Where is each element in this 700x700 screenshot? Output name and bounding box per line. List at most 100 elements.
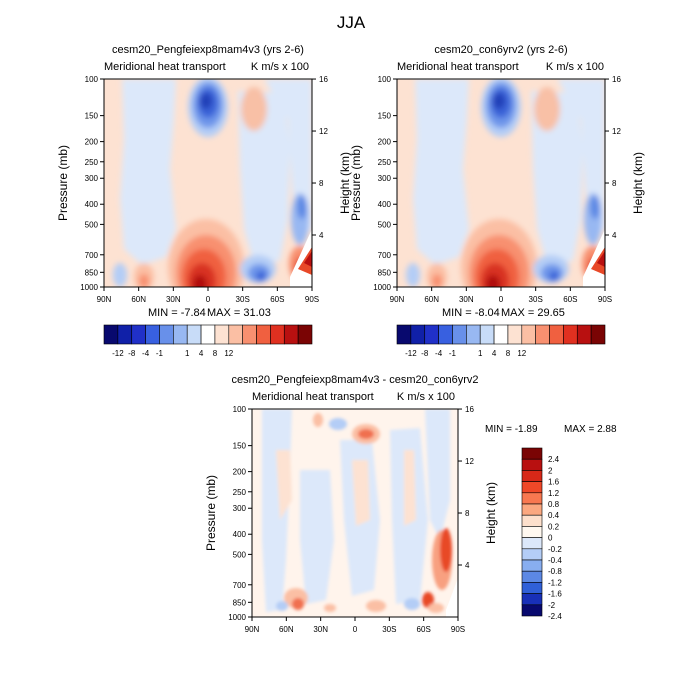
colorbar-swatch: [159, 324, 174, 345]
min-label: MIN = -8.04: [442, 307, 500, 319]
x-ticks: 90N 60N 30N 0 30S 60S 90S: [390, 287, 612, 304]
y-ticks: 100 150 200 250 300 400 500 700 850 1000: [80, 75, 104, 292]
y-tick-label: 300: [85, 174, 99, 183]
colorbar-swatch: [507, 324, 523, 345]
y-tick-label: 300: [378, 174, 392, 183]
panel-left-label: Meridional heat transport: [397, 61, 519, 73]
y-tick-label: 700: [85, 251, 99, 260]
y-tick-label: 250: [85, 158, 99, 167]
colorbar-label: -8: [421, 349, 429, 358]
colorbar-swatch: [521, 593, 543, 606]
colorbar-swatch: [521, 604, 543, 617]
colorbar-label: -4: [435, 349, 443, 358]
y-tick-label: 1000: [228, 613, 246, 622]
x-tick-label: 60S: [563, 295, 577, 304]
colorbar-label: 0: [548, 534, 553, 543]
colorbar-swatch: [521, 582, 543, 594]
colorbar-swatch: [521, 458, 543, 471]
colorbar-swatch: [535, 324, 550, 345]
colorbar-label: -4: [142, 349, 150, 358]
right-tick-label: 12: [465, 457, 474, 466]
colorbar-label: -1: [449, 349, 457, 358]
y-axis-label-right: Height (km): [484, 482, 498, 544]
x-tick-label: 0: [499, 295, 504, 304]
y-tick-label: 400: [85, 200, 99, 209]
colorbar-label: 0.4: [548, 511, 560, 520]
colorbar-label: 0.8: [548, 500, 560, 509]
colorbar-swatch: [131, 324, 146, 345]
y-tick-label: 100: [378, 75, 392, 84]
y-tick-label: 850: [233, 598, 247, 607]
colorbar-label: 4: [492, 349, 497, 358]
colorbar-swatch: [521, 481, 543, 494]
y-axis-label: Pressure (mb): [204, 475, 218, 551]
right-tick-label: 4: [319, 231, 324, 240]
colorbar-swatch: [410, 324, 426, 345]
colorbar-label: -0.4: [548, 556, 562, 565]
colorbar-label: 1: [478, 349, 483, 358]
colorbar-swatch: [521, 503, 543, 516]
x-tick-label: 30N: [166, 295, 181, 304]
colorbar-swatch: [521, 470, 543, 482]
colorbar-label: -0.2: [548, 545, 562, 554]
panel-units: K m/s x 100: [251, 61, 309, 73]
y-tick-label: 500: [85, 220, 99, 229]
colorbar-swatch: [521, 324, 536, 345]
x-tick-label: 60S: [417, 625, 431, 634]
y-tick-label: 400: [378, 200, 392, 209]
right-tick-label: 4: [612, 231, 617, 240]
right-tick-label: 8: [465, 509, 470, 518]
colorbar-swatch: [424, 324, 439, 345]
y-tick-label: 150: [378, 112, 392, 121]
x-tick-label: 60N: [279, 625, 294, 634]
colorbar-swatch: [173, 324, 188, 345]
colorbar-swatch: [563, 324, 578, 345]
y-tick-label: 200: [233, 468, 247, 477]
y-axis-label-right: Height (km): [338, 152, 352, 214]
x-tick-label: 90S: [451, 625, 465, 634]
x-ticks: 90N 60N 30N 0 30S 60S 90S: [245, 617, 465, 634]
colorbar-swatch: [521, 514, 543, 527]
max-label: MAX = 31.03: [207, 307, 271, 319]
colorbar-label: 12: [224, 349, 233, 358]
colorbar-swatch: [521, 447, 543, 460]
y-ticks: 100 150 200 250 300 400 500 700 850 1000: [373, 75, 397, 292]
panel-title: cesm20_Pengfeiexp8mam4v3 - cesm20_con6yr…: [231, 374, 478, 386]
right-tick-label: 12: [319, 127, 328, 136]
y-tick-label: 500: [233, 550, 247, 559]
x-tick-label: 60S: [270, 295, 284, 304]
y-tick-label: 500: [378, 220, 392, 229]
x-tick-label: 30S: [236, 295, 250, 304]
x-tick-label: 90N: [390, 295, 405, 304]
x-tick-label: 30S: [529, 295, 543, 304]
colorbar-label: 0.2: [548, 522, 560, 531]
y-tick-label: 100: [85, 75, 99, 84]
x-tick-label: 90S: [598, 295, 612, 304]
colorbar-label: 8: [213, 349, 218, 358]
x-tick-label: 90S: [305, 295, 319, 304]
colorbar-swatch: [452, 324, 467, 345]
colorbar-swatch: [493, 324, 509, 345]
y-tick-label: 700: [233, 581, 247, 590]
colorbar-label: -1.6: [548, 590, 562, 599]
min-label: MIN = -7.84: [148, 307, 206, 319]
colorbar-label: 1: [185, 349, 190, 358]
colorbar-swatch: [145, 324, 160, 345]
colorbar-swatch: [214, 324, 230, 345]
y-axis-label: Pressure (mb): [349, 145, 363, 221]
y-tick-label: 250: [378, 158, 392, 167]
colorbar-swatch: [297, 324, 313, 345]
colorbar-label: -1: [156, 349, 164, 358]
colorbar-swatch: [228, 324, 243, 345]
colorbar-swatch: [438, 324, 453, 345]
right-tick-label: 8: [319, 179, 324, 188]
colorbar-label: 1.2: [548, 489, 560, 498]
colorbar-swatch: [521, 492, 543, 505]
panel-3: cesm20_Pengfeiexp8mam4v3 - cesm20_con6yr…: [204, 374, 617, 634]
colorbar-swatch: [479, 324, 495, 345]
colorbar-label: 4: [199, 349, 204, 358]
colorbar-swatch: [549, 324, 564, 345]
x-tick-label: 60N: [131, 295, 146, 304]
colorbar-swatch: [283, 324, 299, 345]
right-axis-ticks: 16 12 8 4: [605, 75, 621, 240]
